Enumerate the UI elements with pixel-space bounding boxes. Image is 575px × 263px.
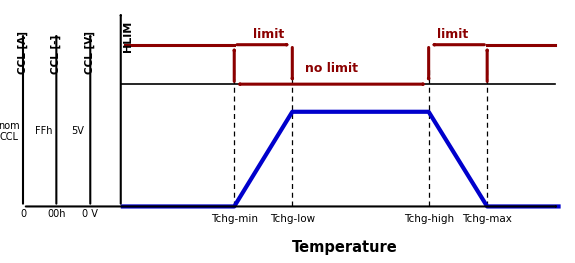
Text: FFh: FFh	[35, 127, 52, 136]
Text: CCL [V]: CCL [V]	[85, 31, 95, 74]
Text: Tchg-high: Tchg-high	[404, 214, 454, 224]
Text: limit: limit	[254, 28, 285, 41]
Text: limit: limit	[436, 28, 468, 41]
Text: HLIM: HLIM	[122, 21, 133, 52]
Text: Temperature: Temperature	[292, 240, 398, 255]
Text: nom
CCL: nom CCL	[0, 121, 20, 142]
Text: Tchg-max: Tchg-max	[462, 214, 512, 224]
Text: CCL [-]: CCL [-]	[51, 34, 62, 74]
Text: Tchg-low: Tchg-low	[270, 214, 315, 224]
Text: 0 V: 0 V	[82, 209, 98, 219]
Text: 0: 0	[20, 209, 26, 219]
Text: 5V: 5V	[71, 127, 84, 136]
Text: Tchg-min: Tchg-min	[211, 214, 258, 224]
Text: 00h: 00h	[47, 209, 66, 219]
Text: no limit: no limit	[305, 62, 358, 75]
Text: CCL [A]: CCL [A]	[18, 31, 28, 74]
